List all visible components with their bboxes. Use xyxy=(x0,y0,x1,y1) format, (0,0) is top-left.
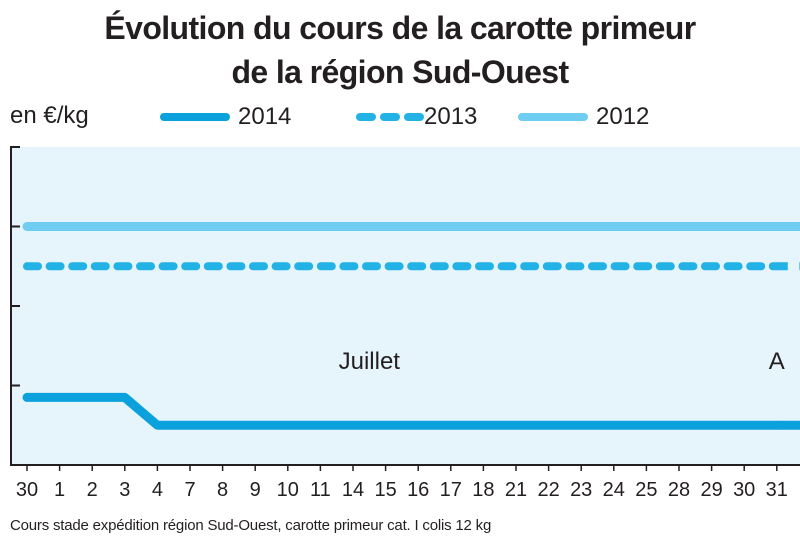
y-axis-unit-label: en €/kg xyxy=(10,102,89,129)
x-tick-label: 22 xyxy=(537,479,559,501)
x-tick-label: 7 xyxy=(184,479,195,501)
legend-label-2013: 2013 xyxy=(424,103,478,130)
x-tick-label: 9 xyxy=(250,479,261,501)
plot-background xyxy=(11,147,800,465)
x-tick-label: 30 xyxy=(733,479,755,501)
x-tick-label: 24 xyxy=(603,479,625,501)
series-lines xyxy=(22,222,800,430)
x-tick-label: 21 xyxy=(505,479,527,501)
series-line-2014 xyxy=(22,392,782,430)
x-tick-label: 16 xyxy=(407,479,429,501)
source-footnote: Cours stade expédition région Sud-Ouest,… xyxy=(10,517,492,534)
chart-title-line-2: de la région Sud-Ouest xyxy=(231,54,569,90)
month-label: A xyxy=(769,348,785,375)
y-axis-ticks xyxy=(11,146,20,387)
legend-swatch-2012 xyxy=(518,113,588,121)
legend-swatch-2014 xyxy=(160,113,230,121)
x-tick-label: 30 xyxy=(16,479,38,501)
legend-label-2012: 2012 xyxy=(596,103,650,130)
x-tick-label: 8 xyxy=(217,479,228,501)
x-tick-label: 10 xyxy=(277,479,299,501)
month-labels: Juillet A xyxy=(339,348,785,375)
legend-label-2014: 2014 xyxy=(238,103,292,130)
x-axis-tick-labels: 30 1 2 3 4 7 8 9 10 11 14 15 16 17 18 21 22 23 24 25 28 29 30 3… xyxy=(16,479,788,501)
chart-title: Évolution du cours de la carotte primeur… xyxy=(0,6,800,94)
x-tick-label: 28 xyxy=(668,479,690,501)
x-tick-label: 23 xyxy=(570,479,592,501)
x-tick-label: 1 xyxy=(54,479,65,501)
x-tick-label: 3 xyxy=(119,479,130,501)
x-tick-label: 25 xyxy=(635,479,657,501)
line-chart: 30 1 2 3 4 7 8 9 10 11 14 15 16 17 18 21 22 23 24 25 28 29 30 3… xyxy=(10,146,800,501)
x-tick-label: 17 xyxy=(440,479,462,501)
x-tick-label: 14 xyxy=(342,479,364,501)
x-axis-ticks xyxy=(26,465,778,471)
x-tick-label: 15 xyxy=(374,479,396,501)
x-tick-label: 29 xyxy=(700,479,722,501)
x-tick-label: 4 xyxy=(152,479,163,501)
x-tick-label: 31 xyxy=(766,479,788,501)
month-label: Juillet xyxy=(339,348,401,375)
chart-legend: 2014 2013 2012 xyxy=(0,100,800,134)
legend-swatch-2013 xyxy=(356,113,426,121)
x-tick-label: 2 xyxy=(87,479,98,501)
x-tick-label: 11 xyxy=(310,479,331,501)
x-tick-label: 18 xyxy=(472,479,494,501)
chart-title-line-1: Évolution du cours de la carotte primeur xyxy=(104,10,696,46)
